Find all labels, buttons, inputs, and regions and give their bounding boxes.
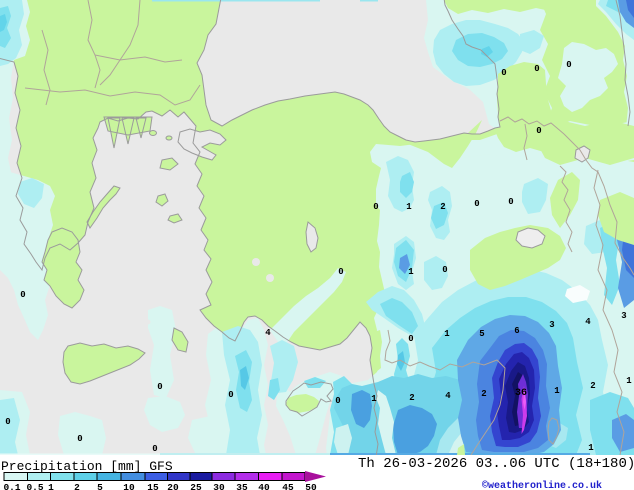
svg-text:2: 2 bbox=[409, 393, 414, 403]
svg-text:1: 1 bbox=[444, 329, 450, 339]
svg-text:1: 1 bbox=[408, 267, 414, 277]
svg-text:0: 0 bbox=[152, 444, 157, 454]
svg-text:1: 1 bbox=[406, 202, 412, 212]
svg-text:5: 5 bbox=[479, 329, 484, 339]
svg-text:Th 26-03-2026 03..06 UTC (18+1: Th 26-03-2026 03..06 UTC (18+180) bbox=[358, 456, 634, 472]
svg-text:0: 0 bbox=[228, 390, 233, 400]
svg-text:2: 2 bbox=[440, 202, 445, 212]
svg-text:0: 0 bbox=[338, 267, 343, 277]
svg-text:1: 1 bbox=[48, 482, 54, 490]
svg-text:2: 2 bbox=[590, 381, 595, 391]
svg-text:1: 1 bbox=[588, 443, 594, 453]
svg-text:6: 6 bbox=[514, 326, 519, 336]
svg-text:20: 20 bbox=[167, 482, 179, 490]
svg-text:5: 5 bbox=[97, 482, 103, 490]
svg-text:0: 0 bbox=[534, 64, 539, 74]
svg-text:25: 25 bbox=[190, 482, 202, 490]
svg-text:15: 15 bbox=[147, 482, 159, 490]
svg-text:1: 1 bbox=[626, 376, 632, 386]
svg-text:3: 3 bbox=[621, 311, 626, 321]
svg-text:40: 40 bbox=[258, 482, 270, 490]
svg-text:1: 1 bbox=[554, 386, 560, 396]
svg-text:3: 3 bbox=[549, 320, 554, 330]
svg-text:10: 10 bbox=[123, 482, 135, 490]
svg-text:©weatheronline.co.uk: ©weatheronline.co.uk bbox=[482, 480, 602, 490]
svg-text:2: 2 bbox=[481, 389, 486, 399]
svg-text:35: 35 bbox=[236, 482, 248, 490]
svg-text:0: 0 bbox=[501, 68, 506, 78]
svg-text:1: 1 bbox=[371, 394, 377, 404]
svg-text:0: 0 bbox=[566, 60, 571, 70]
svg-text:50: 50 bbox=[305, 482, 317, 490]
svg-text:0: 0 bbox=[20, 290, 25, 300]
svg-text:0: 0 bbox=[536, 126, 541, 136]
svg-text:0.5: 0.5 bbox=[26, 482, 43, 490]
svg-text:Precipitation [mm] GFS: Precipitation [mm] GFS bbox=[1, 459, 173, 474]
svg-text:0: 0 bbox=[373, 202, 378, 212]
svg-text:36: 36 bbox=[515, 388, 527, 399]
svg-text:0: 0 bbox=[5, 417, 10, 427]
svg-text:4: 4 bbox=[585, 317, 591, 327]
svg-text:30: 30 bbox=[213, 482, 225, 490]
svg-text:0: 0 bbox=[77, 434, 82, 444]
svg-text:4: 4 bbox=[445, 391, 451, 401]
svg-text:0: 0 bbox=[157, 382, 162, 392]
svg-text:0: 0 bbox=[508, 197, 513, 207]
svg-text:0.1: 0.1 bbox=[3, 482, 20, 490]
svg-text:0: 0 bbox=[442, 265, 447, 275]
svg-text:0: 0 bbox=[408, 334, 413, 344]
svg-text:0: 0 bbox=[474, 199, 479, 209]
svg-text:0: 0 bbox=[335, 396, 340, 406]
svg-text:45: 45 bbox=[282, 482, 294, 490]
svg-text:2: 2 bbox=[74, 482, 80, 490]
svg-text:4: 4 bbox=[265, 328, 271, 338]
